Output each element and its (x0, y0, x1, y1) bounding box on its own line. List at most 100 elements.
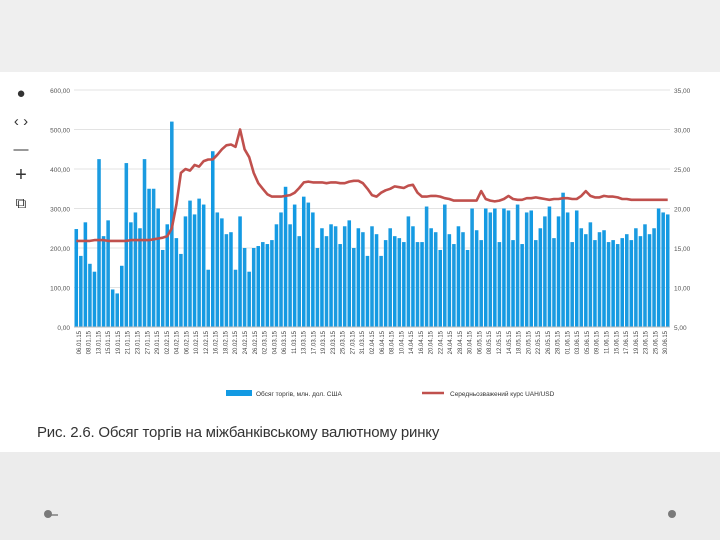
bar (593, 240, 597, 327)
x-tick-label: 28.05.15 (556, 330, 562, 354)
bar (615, 244, 620, 327)
bar (270, 240, 274, 327)
x-tick-label: 20.02.15 (233, 330, 239, 354)
x-tick-label: 12.05.15 (497, 330, 503, 354)
bar (420, 242, 424, 327)
bar (311, 212, 315, 327)
bar (524, 212, 529, 327)
bar (511, 240, 515, 327)
bar (574, 210, 579, 327)
bar (606, 242, 611, 327)
bar (301, 196, 306, 327)
y-left-tick-label: 0,00 (57, 325, 70, 332)
nav-prev-dot[interactable] (44, 510, 52, 518)
x-tick-label: 10.04.15 (399, 330, 405, 354)
bar (534, 240, 538, 327)
nav-next-dot[interactable] (668, 510, 676, 518)
bar (347, 220, 352, 327)
bar (515, 204, 520, 327)
bar (124, 163, 129, 327)
bar (142, 159, 147, 327)
bar (229, 232, 233, 327)
bar (433, 232, 438, 327)
bar (556, 216, 561, 327)
bar (119, 265, 124, 327)
zoom-in-icon[interactable]: + (15, 163, 27, 186)
y-left-tick-label: 600,00 (50, 88, 70, 95)
y-right-tick-label: 25,00 (674, 167, 691, 174)
x-tick-label: 22.04.15 (438, 330, 444, 354)
bar (197, 198, 201, 327)
bar (629, 240, 634, 327)
x-tick-label: 03.06.15 (575, 330, 581, 354)
x-tick-label: 04.02.15 (175, 330, 181, 354)
bar (320, 228, 324, 327)
y-left-tick-label: 300,00 (50, 207, 70, 214)
bar (115, 293, 119, 327)
bar (652, 228, 656, 327)
bar (265, 244, 270, 327)
bar (643, 224, 647, 327)
pointer-icon[interactable]: ● (16, 84, 26, 102)
x-tick-label: 14.05.15 (507, 330, 513, 354)
bar (365, 255, 370, 327)
x-tick-label: 17.06.15 (624, 330, 630, 354)
x-tick-label: 30.04.15 (468, 330, 474, 354)
bar (584, 234, 588, 327)
bar (306, 202, 311, 327)
x-tick-label: 02.04.15 (370, 330, 376, 354)
bar (429, 228, 433, 327)
rate-line (76, 128, 668, 243)
bar (543, 216, 547, 327)
bar (129, 222, 133, 327)
x-tick-label: 16.02.15 (214, 330, 220, 354)
bar (497, 242, 502, 327)
x-tick-label: 17.03.15 (311, 330, 317, 354)
bar (443, 204, 447, 327)
bar (665, 214, 670, 327)
bar (402, 242, 406, 327)
bar (329, 224, 333, 327)
x-tick-label: 08.01.15 (87, 330, 93, 354)
x-tick-label: 05.06.15 (585, 330, 591, 354)
x-tick-label: 21.01.15 (126, 330, 132, 354)
x-tick-label: 23.03.15 (331, 330, 337, 354)
bar (292, 204, 297, 327)
bar (247, 271, 251, 327)
bar (625, 234, 629, 327)
bar (156, 208, 160, 327)
x-tick-label: 30.06.15 (663, 330, 669, 354)
y-left-tick-label: 400,00 (50, 167, 70, 174)
bar (529, 210, 534, 327)
zoom-out-icon[interactable]: — (13, 140, 29, 158)
bar (465, 249, 470, 327)
bar (356, 228, 361, 327)
bar (215, 212, 220, 327)
y-left-tick-label: 100,00 (50, 286, 70, 293)
x-tick-label: 15.06.15 (614, 330, 620, 354)
x-tick-label: 20.05.15 (526, 330, 532, 354)
bar (333, 226, 338, 327)
y-right-tick-label: 30,00 (674, 128, 691, 135)
bar (206, 269, 210, 327)
x-tick-label: 24.02.15 (243, 330, 249, 354)
bar (251, 248, 256, 327)
bar (261, 242, 265, 327)
bar (342, 226, 347, 327)
bar (83, 222, 88, 327)
bar (620, 238, 625, 327)
bar (647, 234, 652, 327)
bar (165, 224, 170, 327)
bar (151, 188, 156, 327)
x-tick-label: 06.03.15 (282, 330, 288, 354)
bar (415, 242, 420, 327)
x-tick-label: 01.06.15 (565, 330, 571, 354)
prev-next-icon[interactable]: ‹ › (13, 112, 29, 130)
x-tick-label: 27.01.15 (145, 330, 151, 354)
bar (479, 240, 483, 327)
bottom-margin (0, 452, 720, 540)
bar (110, 289, 115, 327)
legend-bar-label: Обсяг торгів, млн. дол. США (256, 390, 342, 398)
fullscreen-icon[interactable]: ⧉ (15, 194, 27, 212)
y-left-tick-label: 500,00 (50, 128, 70, 135)
